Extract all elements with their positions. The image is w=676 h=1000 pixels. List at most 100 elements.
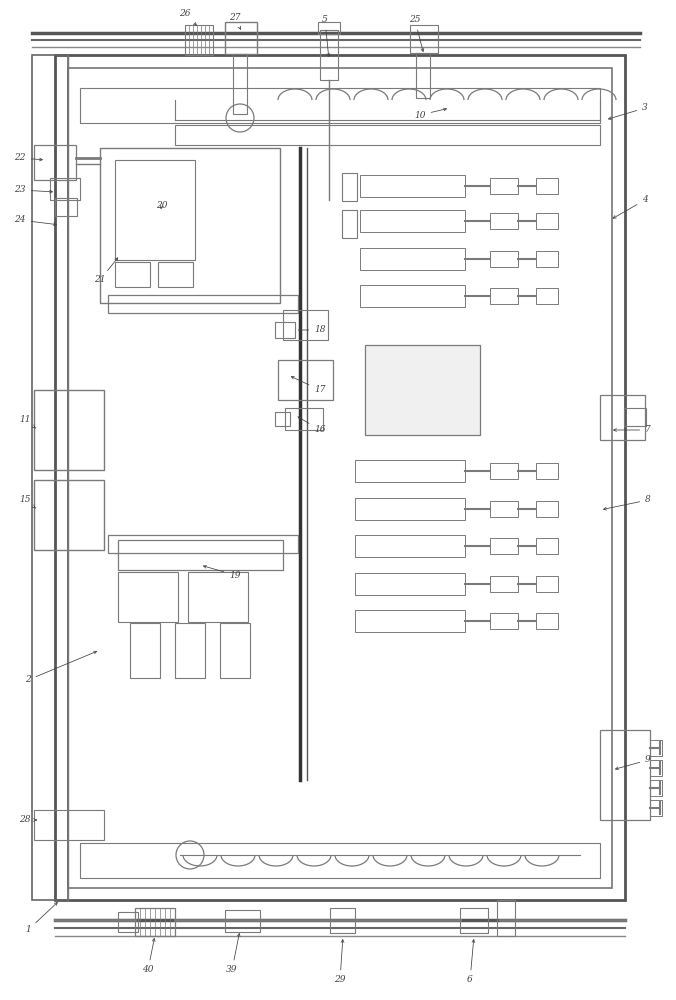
Bar [34,145,76,180]
Bar [34,810,104,840]
Bar [536,213,558,229]
Bar [55,55,625,900]
Bar [68,68,612,888]
Bar [416,53,430,98]
Bar [490,178,518,194]
Bar [115,160,195,260]
Bar [600,395,645,440]
Bar [460,908,488,933]
Text: 20: 20 [156,200,168,210]
Bar [536,288,558,304]
Bar [285,408,323,430]
Bar [100,148,280,303]
Text: 26: 26 [179,9,197,25]
Bar [118,912,138,932]
Bar [342,173,357,201]
Text: 19: 19 [203,565,241,580]
Bar [130,623,160,678]
Bar [650,800,662,816]
Bar [536,576,558,592]
Bar [135,908,175,936]
Bar [175,623,205,678]
Bar [233,54,247,114]
Text: 15: 15 [19,495,36,508]
Bar [80,88,600,123]
Bar [175,125,600,145]
Text: 7: 7 [614,426,651,434]
Bar [650,760,662,776]
Bar [55,198,77,216]
Bar [490,463,518,479]
Bar [355,573,465,595]
Bar [158,262,193,287]
Bar [624,408,646,426]
Bar [536,613,558,629]
Text: 4: 4 [613,196,648,218]
Bar [490,288,518,304]
Bar [225,910,260,932]
Bar [650,780,662,796]
Bar [497,900,515,936]
Bar [355,535,465,557]
Text: 23: 23 [14,186,52,194]
Text: 17: 17 [291,376,326,394]
Bar [600,730,650,820]
Text: 39: 39 [226,934,240,974]
Bar [278,360,333,400]
Bar [118,572,178,622]
Bar [360,285,465,307]
Bar [220,623,250,678]
Text: 9: 9 [616,756,651,770]
Bar [115,262,150,287]
Text: 25: 25 [409,15,424,51]
Text: 16: 16 [298,417,326,434]
Bar [355,610,465,632]
Bar [34,390,104,470]
Text: 21: 21 [94,258,118,284]
Bar [490,501,518,517]
Text: 29: 29 [334,940,345,984]
Bar [536,463,558,479]
Bar [225,22,257,54]
Bar [536,178,558,194]
Bar [490,613,518,629]
Text: 11: 11 [19,416,36,428]
Bar [490,538,518,554]
Bar [365,345,480,435]
Bar [650,740,662,756]
Bar [490,576,518,592]
Bar [490,251,518,267]
Bar [490,213,518,229]
Text: 6: 6 [467,940,475,984]
Text: 10: 10 [414,108,446,119]
Bar [50,178,80,200]
Bar [275,412,290,426]
Bar [118,540,283,570]
Bar [360,210,465,232]
Bar [355,498,465,520]
Bar [108,535,298,553]
Text: 18: 18 [299,326,326,334]
Bar [318,22,340,34]
Bar [275,322,295,338]
Text: 22: 22 [14,153,43,162]
Bar [410,25,438,53]
Text: 28: 28 [19,816,37,824]
Text: 40: 40 [142,939,155,974]
Bar [283,310,328,340]
Bar [320,30,338,80]
Bar [32,55,68,900]
Bar [185,25,213,55]
Bar [330,908,355,933]
Bar [360,175,465,197]
Bar [108,295,298,313]
Bar [342,210,357,238]
Text: 24: 24 [14,216,56,226]
Bar [536,538,558,554]
Bar [536,251,558,267]
Bar [360,248,465,270]
Text: 3: 3 [608,104,648,119]
Text: 8: 8 [604,495,651,510]
Text: 2: 2 [25,651,97,684]
Text: 1: 1 [25,902,57,934]
